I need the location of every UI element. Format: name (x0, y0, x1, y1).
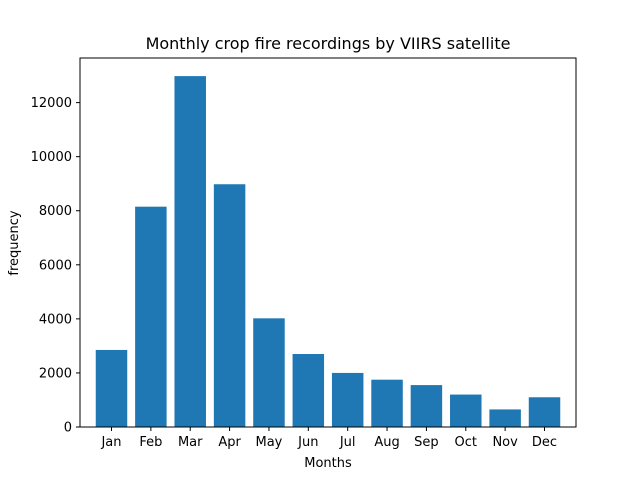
x-tick-label: Jan (100, 435, 121, 450)
x-tick-label: Sep (414, 435, 439, 450)
bar-nov (489, 409, 521, 427)
x-tick-label: Jul (339, 435, 356, 450)
chart-title: Monthly crop fire recordings by VIIRS sa… (146, 34, 511, 53)
x-tick-label: Oct (455, 435, 477, 450)
bar-feb (135, 206, 167, 427)
plot-frame (79, 57, 577, 428)
x-axis-label: Months (304, 456, 352, 471)
bar-sep (410, 385, 443, 427)
y-tick-label: 10000 (31, 150, 72, 165)
x-tick-label: Mar (178, 435, 203, 450)
y-tick-label: 6000 (39, 258, 72, 273)
bar-apr (213, 184, 246, 427)
y-tick-label: 12000 (31, 96, 72, 111)
bar-jun (292, 354, 325, 427)
x-tick-label: Jun (297, 435, 318, 450)
x-tick-label: Aug (374, 435, 399, 450)
x-axis: Jan Feb Mar Apr May Jun Jul Aug Sep Oct Nov Dec (100, 427, 557, 450)
bar-aug (371, 379, 403, 427)
bar-jan (95, 349, 128, 427)
bar-dec (528, 397, 561, 427)
bars-group (95, 76, 561, 427)
bar-jul (331, 372, 364, 427)
x-tick-label: Nov (492, 435, 518, 450)
y-axis-label: frequency (7, 210, 22, 276)
bar-may (253, 318, 285, 427)
y-axis: 0 2000 4000 6000 8000 10000 12000 (31, 96, 80, 436)
bar-mar (174, 76, 206, 427)
x-tick-label: Apr (218, 435, 241, 450)
y-tick-label: 4000 (39, 312, 72, 327)
bar-oct (450, 394, 482, 427)
x-tick-label: Feb (139, 435, 162, 450)
y-tick-label: 8000 (39, 204, 72, 219)
y-tick-label: 2000 (39, 366, 72, 381)
x-tick-label: May (256, 435, 283, 450)
x-tick-label: Dec (532, 435, 557, 450)
y-tick-label: 0 (64, 421, 72, 436)
